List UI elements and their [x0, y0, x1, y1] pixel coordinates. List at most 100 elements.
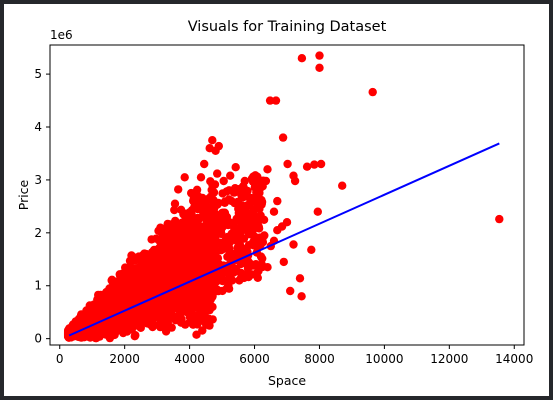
data-point: [256, 252, 266, 261]
data-point: [189, 196, 198, 206]
data-point: [112, 285, 121, 295]
data-point: [213, 285, 222, 295]
data-point: [255, 204, 264, 214]
data-point: [124, 279, 133, 288]
data-point: [198, 326, 207, 335]
data-point: [269, 207, 279, 216]
chart-figure: Visuals for Training Dataset 1e6 0 2000 40…: [4, 4, 549, 396]
data-point: [153, 269, 162, 278]
data-point: [117, 292, 126, 302]
data-point: [204, 194, 214, 203]
data-point: [286, 286, 295, 296]
data-point: [200, 315, 209, 324]
data-point: [90, 308, 100, 318]
data-point: [315, 51, 324, 60]
data-point: [273, 196, 282, 206]
axes-frame: [49, 44, 525, 346]
data-point: [137, 304, 147, 314]
data-point: [182, 210, 191, 219]
data-point: [179, 249, 189, 258]
data-point: [224, 275, 233, 284]
data-point: [204, 234, 213, 243]
data-point: [198, 254, 208, 264]
data-point: [199, 295, 208, 304]
data-point: [133, 286, 142, 295]
x-tick-label: 8000: [304, 352, 335, 366]
data-point: [168, 267, 177, 276]
data-point: [226, 171, 235, 180]
data-point: [198, 222, 208, 231]
data-point: [316, 159, 326, 169]
data-point: [208, 257, 217, 267]
data-point: [170, 199, 180, 208]
y-tick-label: 5: [34, 67, 42, 81]
data-point: [185, 219, 195, 228]
data-point: [191, 314, 200, 323]
data-point: [180, 173, 189, 182]
data-point: [101, 320, 110, 329]
data-point: [130, 309, 140, 319]
data-point: [289, 171, 298, 180]
data-point: [180, 293, 190, 303]
data-point: [248, 226, 258, 235]
data-point: [214, 221, 223, 230]
data-point: [149, 314, 158, 323]
data-point: [213, 169, 222, 178]
data-point: [368, 87, 377, 97]
data-point: [164, 228, 173, 238]
data-point: [259, 215, 269, 224]
x-axis: 0 2000 4000 6000 8000 10000 12000 14000: [56, 345, 533, 366]
data-point: [253, 194, 263, 203]
data-point: [97, 326, 106, 335]
data-point: [188, 300, 198, 309]
data-point: [295, 274, 305, 283]
data-point: [242, 210, 251, 219]
data-point: [236, 259, 246, 268]
data-point: [138, 273, 147, 283]
data-point: [124, 293, 134, 302]
y-tick-label: 2: [34, 226, 42, 240]
data-point: [234, 204, 243, 214]
data-point: [233, 197, 242, 207]
data-point: [162, 275, 171, 284]
data-point: [109, 322, 118, 331]
data-point: [173, 297, 182, 307]
y-offset-text: 1e6: [50, 28, 73, 42]
data-point: [256, 240, 265, 249]
data-point: [279, 257, 288, 267]
data-point: [83, 316, 93, 325]
data-point: [212, 275, 222, 285]
data-point: [253, 273, 262, 282]
data-point: [249, 209, 258, 218]
data-point: [128, 267, 137, 276]
data-point: [184, 229, 193, 238]
data-point: [203, 216, 213, 226]
data-point: [240, 176, 249, 186]
data-point: [231, 163, 240, 172]
data-point: [89, 300, 98, 309]
data-point: [228, 187, 237, 196]
data-point: [174, 185, 183, 194]
data-point: [263, 165, 272, 174]
data-point: [245, 218, 254, 227]
data-point: [174, 274, 183, 284]
data-point: [315, 63, 324, 72]
chart-title: Visuals for Training Dataset: [188, 19, 387, 35]
data-point: [310, 160, 319, 169]
data-point: [217, 229, 226, 239]
data-point: [297, 54, 307, 63]
x-tick-label: 12000: [430, 352, 468, 366]
data-point: [211, 146, 220, 155]
data-point: [495, 214, 504, 224]
data-point: [338, 181, 347, 190]
data-point: [170, 304, 180, 313]
data-point: [278, 133, 288, 142]
data-point: [170, 313, 180, 322]
x-tick-label: 0: [56, 352, 64, 366]
data-point: [170, 205, 179, 215]
data-point: [283, 159, 292, 169]
data-point: [243, 268, 253, 277]
x-axis-label: Space: [268, 373, 306, 388]
data-point: [194, 248, 203, 257]
data-point: [155, 248, 164, 258]
